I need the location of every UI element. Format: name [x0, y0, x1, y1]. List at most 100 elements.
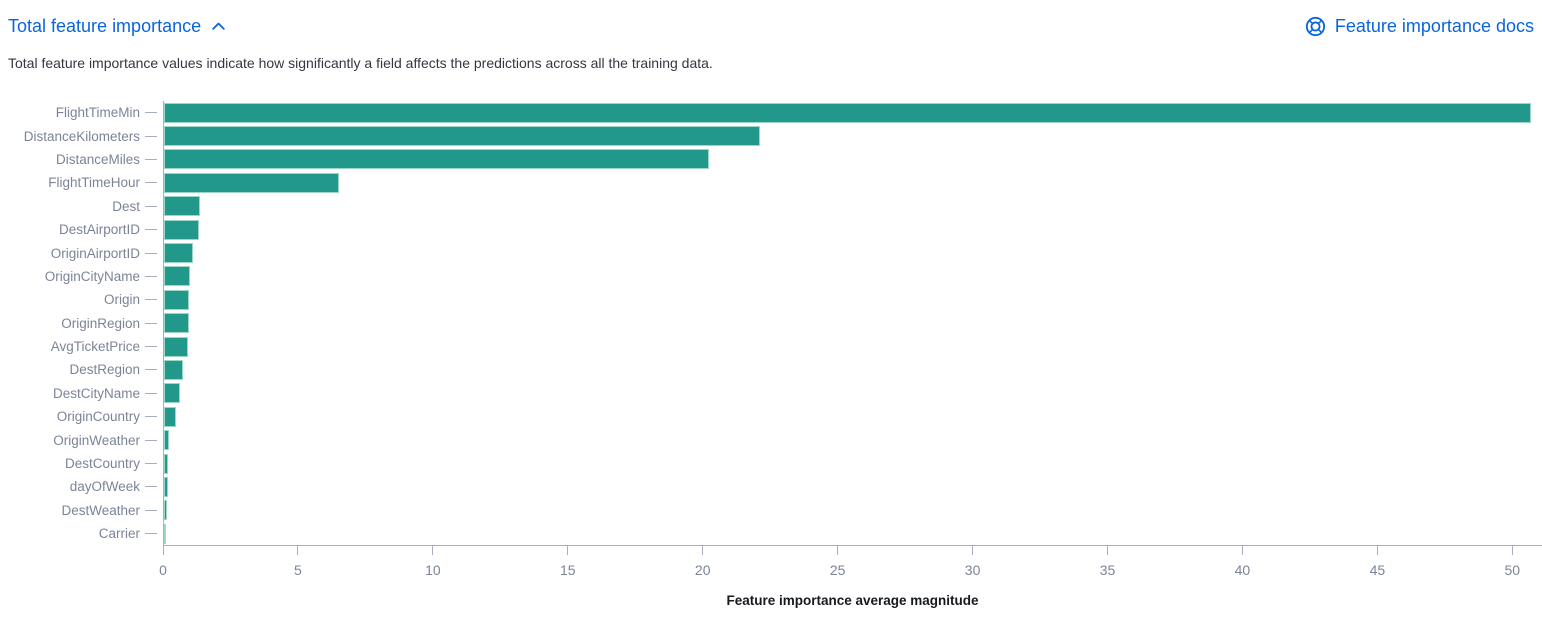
importance-bar[interactable]: [164, 476, 169, 497]
plot-area: [163, 381, 1542, 406]
bar-row: FlightTimeMin: [0, 101, 1542, 125]
importance-bar[interactable]: [164, 359, 183, 380]
x-axis-tick-label: 35: [1099, 562, 1116, 579]
y-axis-tick: [140, 229, 163, 231]
plot-area: [163, 451, 1542, 476]
x-axis-tick: [1107, 546, 1109, 556]
plot-area: [163, 311, 1542, 335]
plot-area: [163, 194, 1542, 218]
x-axis-tick-label: 45: [1369, 562, 1386, 579]
importance-bar[interactable]: [164, 500, 167, 521]
x-axis-tick: [162, 546, 164, 556]
bar-row: dayOfWeek: [0, 475, 1542, 499]
y-axis-label: OriginWeather: [53, 432, 140, 448]
plot-area: [163, 475, 1542, 499]
x-axis-tick: [567, 546, 569, 556]
y-axis-tick: [140, 392, 163, 394]
x-axis-tick: [837, 546, 839, 556]
x-axis-title: Feature importance average magnitude: [726, 593, 979, 609]
y-axis-label: FlightTimeMin: [55, 105, 140, 121]
plot-area: [163, 171, 1542, 195]
bar-row: OriginCountry: [0, 405, 1542, 429]
y-axis-label: DestCityName: [52, 385, 140, 401]
x-axis-tick-label: 40: [1234, 562, 1251, 579]
x-axis-tick-label: 20: [694, 562, 711, 579]
importance-bar[interactable]: [164, 430, 170, 451]
y-axis-label: DestWeather: [61, 502, 140, 518]
importance-bar[interactable]: [164, 149, 709, 170]
importance-bar[interactable]: [164, 266, 191, 287]
importance-bar[interactable]: [164, 102, 1532, 123]
bar-row: OriginCityName: [0, 264, 1542, 289]
importance-bar[interactable]: [164, 336, 188, 357]
chevron-up-icon: [210, 18, 227, 35]
plot-area: [163, 428, 1542, 452]
x-axis: 0 5 10 15 20 25 30 35 40 45 50: [159, 545, 1542, 593]
bar-row: OriginRegion: [0, 311, 1542, 335]
plot-area: [163, 264, 1542, 289]
y-axis-tick: [140, 463, 163, 465]
panel-header: Total feature importance Feature importa…: [0, 0, 1542, 39]
plot-area: [163, 522, 1542, 546]
plot-area: [163, 358, 1542, 382]
importance-bar[interactable]: [164, 523, 166, 544]
y-axis-tick: [140, 416, 163, 418]
importance-bar[interactable]: [164, 172, 340, 193]
plot-area: [163, 101, 1542, 125]
importance-bar[interactable]: [164, 383, 181, 404]
section-description: Total feature importance values indicate…: [8, 55, 713, 71]
x-axis-tick: [702, 546, 704, 556]
plot-area: [163, 405, 1542, 429]
bar-row: DistanceKilometers: [0, 124, 1542, 148]
y-axis-tick: [140, 182, 163, 184]
y-axis-tick: [140, 275, 163, 277]
y-axis-tick: [140, 158, 163, 160]
bar-row: OriginAirportID: [0, 241, 1542, 265]
bar-row: Carrier: [0, 522, 1542, 546]
y-axis-label: OriginCityName: [44, 268, 140, 284]
x-axis-tick-label: 10: [425, 562, 441, 579]
x-axis-tick-label: 30: [964, 562, 981, 579]
y-axis-tick: [140, 346, 163, 348]
importance-bar[interactable]: [164, 243, 193, 264]
y-axis-tick: [140, 533, 163, 535]
y-axis-label: AvgTicketPrice: [50, 339, 140, 355]
importance-bar[interactable]: [164, 196, 200, 217]
importance-bar[interactable]: [164, 313, 190, 334]
bar-row: DestAirportID: [0, 217, 1542, 242]
bar-row: FlightTimeHour: [0, 171, 1542, 195]
total-feature-importance-toggle[interactable]: Total feature importance: [8, 14, 227, 39]
y-axis-tick: [140, 369, 163, 371]
y-axis-tick: [140, 509, 163, 511]
bar-row: OriginWeather: [0, 428, 1542, 452]
importance-bar[interactable]: [164, 219, 200, 240]
importance-bar[interactable]: [164, 406, 176, 427]
y-axis-tick: [140, 135, 163, 137]
y-axis-tick: [140, 486, 163, 488]
y-axis-label: Carrier: [98, 526, 140, 542]
y-axis-label: OriginRegion: [61, 315, 140, 331]
x-axis-tick-label: 0: [159, 562, 167, 579]
bar-row: Origin: [0, 288, 1542, 312]
y-axis-label: FlightTimeHour: [48, 175, 140, 191]
x-axis-tick: [1241, 546, 1243, 556]
y-axis-label: DestCountry: [64, 456, 140, 472]
importance-bar[interactable]: [164, 126, 760, 147]
feature-importance-docs-link[interactable]: Feature importance docs: [1305, 14, 1534, 39]
x-axis-tick-label: 15: [559, 562, 576, 579]
section-title: Total feature importance: [8, 16, 202, 36]
y-axis-tick: [140, 299, 163, 301]
x-axis-tick-label: 5: [294, 562, 302, 579]
y-axis-tick: [140, 322, 163, 324]
bar-row: DestCityName: [0, 381, 1542, 406]
bar-row: DistanceMiles: [0, 147, 1542, 172]
plot-area: [163, 241, 1542, 265]
plot-area: [163, 288, 1542, 312]
bar-row: DestWeather: [0, 498, 1542, 523]
x-axis-tick: [297, 546, 299, 556]
importance-bar[interactable]: [164, 453, 169, 474]
y-axis-tick: [140, 112, 163, 114]
importance-bar[interactable]: [164, 289, 190, 310]
y-axis-label: DistanceMiles: [55, 151, 140, 167]
docs-link-label: Feature importance docs: [1334, 16, 1534, 36]
